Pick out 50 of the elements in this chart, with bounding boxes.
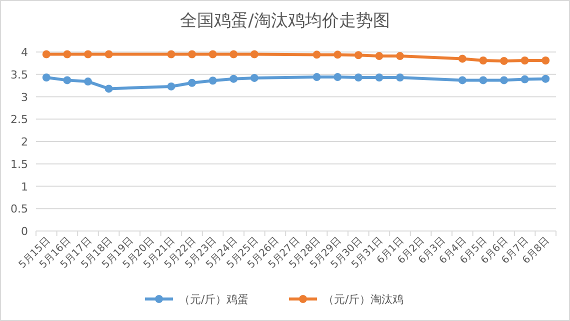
point [500,56,508,65]
point [375,74,384,82]
y-tick-label: 0 [21,225,28,238]
title: 全国鸡蛋/淘汰鸡均价走势图 [180,11,390,31]
point [334,50,342,59]
point [250,74,258,82]
point [84,50,92,58]
point [84,78,92,86]
y-tick-label: 0.5 [10,202,28,216]
y-tick-label: 4 [21,46,28,59]
point [458,76,466,84]
point [42,74,50,82]
point [479,76,488,84]
point [458,54,466,63]
y-tick-label: 3.5 [10,68,28,82]
point [230,50,238,58]
y-tick-label: 2 [21,136,28,148]
point [479,56,488,65]
point [520,75,529,84]
point [63,76,72,84]
point [375,52,384,60]
point [42,50,50,58]
point [542,74,550,83]
point [208,50,217,58]
point [396,52,404,60]
point [230,74,238,83]
point [354,51,362,60]
point [500,76,508,84]
point [104,84,113,93]
point [334,73,342,82]
y-tick-label: 3 [21,90,28,104]
point [188,50,196,58]
point [520,56,529,65]
point [354,74,362,82]
legend-label: （元/斤）鸡蛋 [179,293,249,306]
point [312,50,321,59]
point [312,73,321,82]
point [104,50,113,58]
point [63,50,72,58]
y-tick-label: 1.5 [10,158,28,171]
point [188,78,196,87]
point [396,74,404,82]
legend-label: （元/斤）淘汰鸡 [323,293,404,306]
point [208,76,217,85]
point [167,50,176,58]
point [250,50,258,58]
point [167,82,176,90]
y-tick-label: 1 [21,180,28,194]
point [542,56,550,65]
y-tick-label: 2.5 [10,113,28,126]
